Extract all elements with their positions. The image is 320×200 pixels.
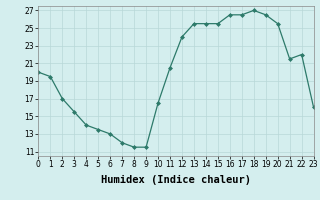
X-axis label: Humidex (Indice chaleur): Humidex (Indice chaleur): [101, 175, 251, 185]
